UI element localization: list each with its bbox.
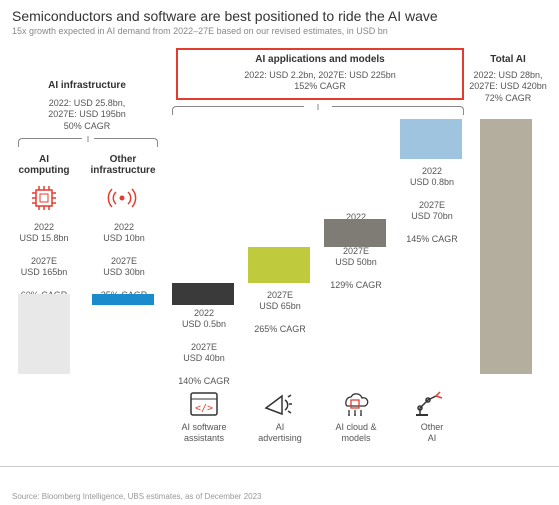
svg-text:</>: </>: [195, 403, 213, 414]
section-total-sub: 2022: USD 28bn, 2027E: USD 420bn 72% CAG…: [468, 70, 548, 104]
stats-ai-software: 2022USD 0.5bn 2027EUSD 40bn 140% CAGR: [168, 308, 240, 387]
icon-label-ai-software: AI softwareassistants: [168, 422, 240, 444]
stats-other-infra: 2022USD 10bn 2027EUSD 30bn 25% CAGR: [88, 222, 160, 301]
brace-infra: [18, 138, 158, 148]
bar-ai-software: [172, 283, 234, 305]
stats-other-ai: 2022USD 0.8bn 2027EUSD 70bn 145% CAGR: [396, 166, 468, 245]
brace-apps: [172, 106, 464, 116]
label-ai-computing: AIcomputing: [8, 154, 80, 176]
icon-label-other-ai: OtherAI: [396, 422, 468, 444]
bottom-rule: [0, 466, 559, 467]
bar-other-infra: [92, 294, 154, 305]
robot-arm-icon: [414, 388, 448, 418]
section-apps-title: AI applications and models: [176, 54, 464, 65]
bar-ai-cloud: [324, 219, 386, 247]
bar-total-ai: [480, 119, 532, 374]
section-infra-title: AI infrastructure: [12, 80, 162, 91]
section-total-title: Total AI: [472, 54, 544, 65]
section-apps-sub: 2022: USD 2.2bn, 2027E: USD 225bn 152% C…: [176, 70, 464, 93]
code-icon: </>: [188, 390, 220, 418]
antenna-icon: [104, 182, 140, 214]
cloud-chip-icon: [338, 388, 372, 418]
label-other-infra: Otherinfrastructure: [84, 154, 162, 176]
section-infra-sub: 2022: USD 25.8bn, 2027E: USD 195bn 50% C…: [12, 98, 162, 132]
page-subtitle: 15x growth expected in AI demand from 20…: [0, 26, 559, 42]
chip-icon: [28, 182, 60, 214]
stats-ai-computing: 2022USD 15.8bn 2027EUSD 165bn 60% CAGR: [8, 222, 80, 301]
bar-other-ai: [400, 119, 462, 159]
page-title: Semiconductors and software are best pos…: [0, 0, 559, 26]
icon-label-ai-cloud: AI cloud &models: [320, 422, 392, 444]
megaphone-icon: [262, 390, 294, 418]
bar-ai-computing: [18, 294, 70, 374]
chart-canvas: AI infrastructure 2022: USD 25.8bn, 2027…: [0, 42, 559, 480]
source-text: Source: Bloomberg Intelligence, UBS esti…: [12, 492, 261, 501]
icon-label-ai-advertising: AIadvertising: [244, 422, 316, 444]
bar-ai-advertising: [248, 247, 310, 283]
